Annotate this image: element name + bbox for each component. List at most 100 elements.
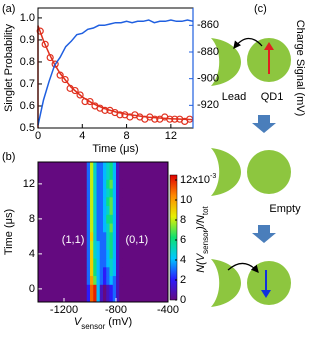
heatmap-cell xyxy=(96,205,101,215)
heatmap-cell xyxy=(86,232,91,242)
dot-label: QD1 xyxy=(261,91,284,103)
x-tick-label: 12 xyxy=(165,130,177,142)
lead xyxy=(211,148,241,196)
heatmap-cell xyxy=(86,223,91,233)
heatmap-cell xyxy=(112,249,117,259)
heatmap-cell xyxy=(116,223,120,233)
heatmap-cell xyxy=(103,162,107,180)
y-axis-label: Singlet Probability xyxy=(3,23,15,112)
heatmap-cell xyxy=(106,223,110,233)
charge-line xyxy=(37,19,194,126)
heatmap-cell xyxy=(112,214,117,224)
heatmap-cell xyxy=(119,249,123,259)
heatmap-cell xyxy=(90,249,94,259)
heatmap-cell xyxy=(109,232,114,242)
y-tick-label: 12 xyxy=(23,178,35,190)
heatmap-cell xyxy=(106,275,110,285)
y-tick-label: 4 xyxy=(29,248,35,260)
heatmap-cell xyxy=(96,267,101,277)
heatmap-cell xyxy=(116,284,120,303)
heatmap-cell xyxy=(99,267,104,277)
heatmap-cell xyxy=(109,267,114,277)
tunnel-arrow xyxy=(233,37,263,50)
heatmap-cell xyxy=(90,205,94,215)
plot-frame xyxy=(37,161,169,303)
heatmap-cell xyxy=(86,214,91,224)
heatmap-cell xyxy=(116,162,120,180)
heatmap-cell xyxy=(119,197,123,207)
heatmap-cell xyxy=(93,267,97,277)
heatmap-cell xyxy=(109,249,114,259)
heatmap-cell xyxy=(103,267,107,277)
data-point xyxy=(41,40,49,48)
heatmap-cell xyxy=(90,223,94,233)
heatmap-cell xyxy=(112,205,117,215)
colorbar-tick-label: 0 xyxy=(180,294,186,306)
panel-label: (a) xyxy=(2,3,15,15)
panel-c: (c) Lead QD1 Empty xyxy=(211,3,301,307)
heatmap-cell xyxy=(83,240,88,250)
annotation: (1,1) xyxy=(62,234,85,246)
heatmap-cell xyxy=(99,179,104,189)
heatmap-cell xyxy=(112,275,117,285)
y-tick-label: 1.0 xyxy=(20,12,35,24)
data-point xyxy=(51,60,59,68)
figure: (c) Lead QD1 Empty (a) 0 4 8 12 0.5 0.6 0.7 0.8 0… xyxy=(2,3,306,331)
y2-tick-label: -900 xyxy=(197,73,219,85)
heatmap-cell xyxy=(93,214,97,224)
y2-tick-label: -920 xyxy=(197,99,219,111)
heatmap-cell xyxy=(116,275,120,285)
heatmap-cell xyxy=(103,240,107,250)
heatmap-cell xyxy=(96,179,101,189)
heatmap-cell xyxy=(109,197,114,207)
heatmap-cell xyxy=(106,179,110,189)
heatmap-cell xyxy=(86,267,91,277)
heatmap-cell xyxy=(96,214,101,224)
heatmap-cell xyxy=(116,258,120,268)
heatmap-cell xyxy=(103,275,107,285)
heatmap-cell xyxy=(93,162,97,180)
heatmap-cell xyxy=(112,223,117,233)
dot xyxy=(247,150,291,194)
heatmap-cell xyxy=(90,214,94,224)
heatmap-cell xyxy=(103,197,107,207)
heatmap-cell xyxy=(119,267,123,277)
heatmap-cell xyxy=(90,162,94,180)
y-tick-label: 0.7 xyxy=(20,78,35,90)
label-part: (mV) xyxy=(105,316,132,328)
heatmap-cell xyxy=(99,240,104,250)
heatmap-cell xyxy=(93,197,97,207)
heatmap-cell xyxy=(93,232,97,242)
heatmap-cell xyxy=(93,275,97,285)
heatmap-cell xyxy=(99,205,104,215)
heatmap-cell xyxy=(116,188,120,198)
heatmap-cell xyxy=(83,214,88,224)
heatmap-cell xyxy=(83,197,88,207)
x-axis-label: Vsensor (mV) xyxy=(74,316,132,331)
x-tick-label: -1200 xyxy=(50,304,78,316)
heatmap-cell xyxy=(116,267,120,277)
heatmap-cell xyxy=(112,197,117,207)
heatmap-cell xyxy=(103,258,107,268)
heatmap-cell xyxy=(119,179,123,189)
x-tick-label: -400 xyxy=(157,304,179,316)
heatmap-cell xyxy=(96,223,101,233)
heatmap-cell xyxy=(93,179,97,189)
heatmap-cell xyxy=(119,240,123,250)
heatmap-cell xyxy=(83,188,88,198)
y-tick-label: 0.5 xyxy=(20,122,35,134)
heatmap-cell xyxy=(119,258,123,268)
x-tick-label: 8 xyxy=(124,130,130,142)
heatmap-cell xyxy=(103,284,107,303)
heatmap-cell xyxy=(90,197,94,207)
heatmap-cell xyxy=(106,205,110,215)
step-arrow xyxy=(252,225,276,243)
heatmap-cell xyxy=(99,258,104,268)
heatmap-cell xyxy=(112,232,117,242)
heatmap-cell xyxy=(116,197,120,207)
panel-label: (c) xyxy=(254,3,267,15)
heatmap-cell xyxy=(83,179,88,189)
y-tick-label: 0.9 xyxy=(20,34,35,46)
heatmap-cell xyxy=(109,275,114,285)
heatmap-cell xyxy=(93,240,97,250)
